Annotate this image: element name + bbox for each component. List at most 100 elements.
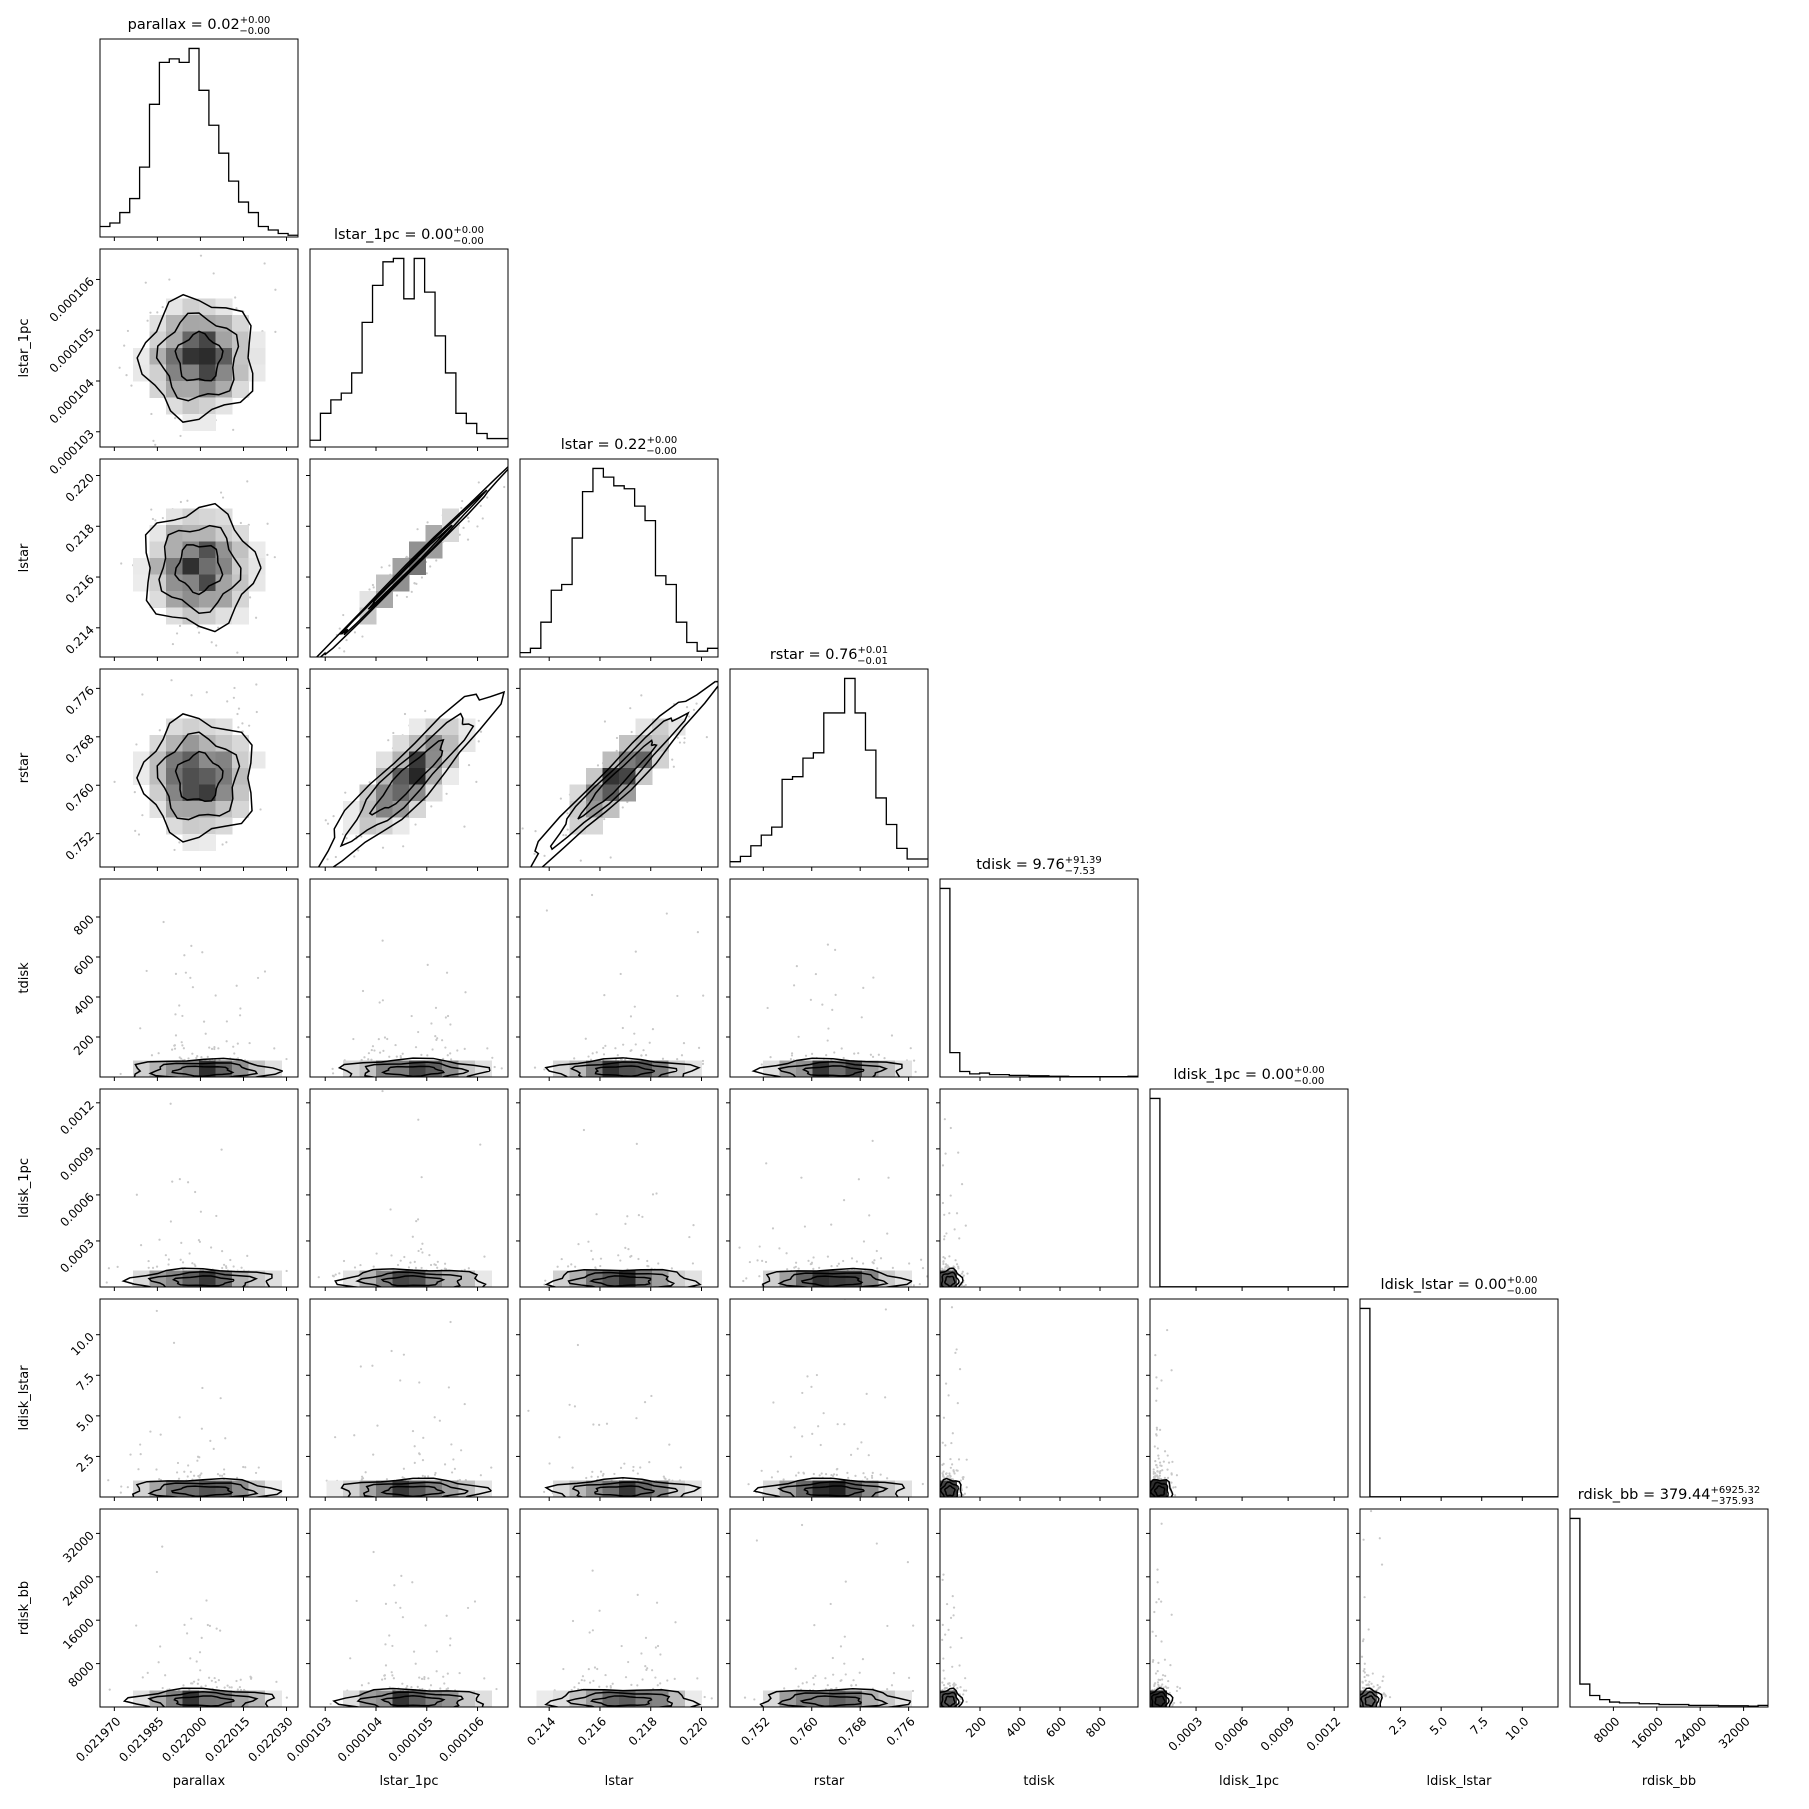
density-cell xyxy=(199,817,216,835)
scatter-point xyxy=(634,950,637,953)
scatter-point xyxy=(942,1573,945,1576)
scatter-point xyxy=(748,1260,751,1264)
scatter-point xyxy=(943,1238,946,1241)
scatter-point xyxy=(850,1684,853,1687)
scatter-point xyxy=(183,954,186,957)
scatter-point xyxy=(588,1681,592,1684)
scatter-point xyxy=(676,736,679,739)
scatter-point xyxy=(233,686,236,690)
scatter-point xyxy=(810,1052,814,1055)
scatter-point xyxy=(381,939,384,942)
density-cell xyxy=(182,784,200,802)
density-cell xyxy=(182,718,200,736)
scatter-point xyxy=(476,525,479,528)
density-cell xyxy=(166,298,183,316)
scatter-point xyxy=(629,707,632,710)
scatter-point xyxy=(456,1049,459,1052)
scatter-point xyxy=(331,1072,335,1075)
scatter-point xyxy=(806,1375,809,1378)
scatter-point xyxy=(239,1678,242,1681)
contour-line xyxy=(1151,1691,1170,1707)
scatter-point xyxy=(155,1265,159,1268)
scatter-point xyxy=(421,1242,424,1245)
scatter-point xyxy=(200,1472,203,1475)
scatter-point xyxy=(229,1258,232,1262)
scatter-point xyxy=(544,1279,547,1282)
density-cell xyxy=(635,735,653,752)
density-cell xyxy=(199,558,216,575)
scatter-point xyxy=(223,1686,226,1689)
scatter-point xyxy=(1362,1669,1365,1673)
density-cell xyxy=(182,751,200,769)
density-cell xyxy=(215,607,233,625)
scatter-point xyxy=(949,1616,953,1619)
scatter-point xyxy=(674,1621,677,1624)
x-tick-label: 200 xyxy=(963,1714,989,1740)
scatter-point xyxy=(442,1675,445,1678)
scatter-point xyxy=(450,1443,453,1446)
scatter-point xyxy=(416,528,419,531)
scatter-point xyxy=(1173,1701,1176,1705)
density-cell xyxy=(199,525,216,542)
density-cell xyxy=(182,397,200,415)
scatter-point xyxy=(198,1474,202,1477)
scatter-point xyxy=(833,1051,836,1054)
density-cell xyxy=(166,541,183,559)
scatter-point xyxy=(436,1266,439,1269)
scatter-point xyxy=(673,1677,676,1680)
scatter-point xyxy=(630,1049,633,1052)
density-cell xyxy=(442,1270,459,1287)
x-tick-label: 800 xyxy=(1083,1714,1109,1740)
scatter-point xyxy=(635,1142,638,1145)
scatter-point xyxy=(942,1462,945,1465)
scatter-point xyxy=(890,1034,894,1037)
scatter-point xyxy=(401,1052,404,1055)
scatter-point xyxy=(599,1470,603,1473)
density-cell xyxy=(232,591,249,608)
scatter-point xyxy=(812,1676,815,1680)
scatter-point xyxy=(1153,1445,1156,1448)
scatter-point xyxy=(273,556,276,559)
hist-steps-ldisk_1pc xyxy=(1150,1097,1348,1287)
density-cell xyxy=(829,1690,846,1707)
scatter-point xyxy=(619,972,622,976)
scatter-point xyxy=(548,1462,551,1465)
scatter-point xyxy=(384,1643,387,1646)
contour-line xyxy=(170,1485,234,1497)
scatter-point xyxy=(543,1068,546,1071)
scatter-point xyxy=(623,1462,626,1465)
contour-line xyxy=(315,465,508,657)
scatter-point xyxy=(412,1650,416,1653)
scatter-point xyxy=(418,1676,421,1679)
x-axis-label-parallax: parallax xyxy=(173,1774,226,1789)
scatter-point xyxy=(620,1644,623,1648)
scatter-point xyxy=(449,1023,452,1026)
scatter-point xyxy=(123,344,126,347)
scatter-point xyxy=(869,1053,872,1056)
x-tick-label: 0.760 xyxy=(787,1714,821,1748)
scatter-point xyxy=(345,837,348,840)
scatter-point xyxy=(171,642,175,646)
density-cell xyxy=(602,784,620,802)
density-cell xyxy=(232,735,249,752)
scatter-point xyxy=(873,1259,876,1262)
density-cell xyxy=(652,1060,669,1077)
scatter-point xyxy=(1370,1682,1373,1685)
scatter-point xyxy=(654,1676,657,1679)
scatter-point xyxy=(196,1055,199,1058)
scatter-point xyxy=(943,1235,946,1238)
density-cell xyxy=(182,315,200,332)
density-cell xyxy=(149,801,167,818)
panel-frame xyxy=(99,1298,299,1498)
scatter-point xyxy=(236,1688,239,1691)
scatter-point xyxy=(1378,1537,1381,1540)
density-cell xyxy=(569,801,587,818)
scatter-point xyxy=(961,1476,964,1479)
scatter-point xyxy=(679,1466,682,1469)
panel-frame xyxy=(729,1088,929,1288)
scatter-point xyxy=(950,1441,953,1445)
scatter-point xyxy=(646,1264,649,1268)
